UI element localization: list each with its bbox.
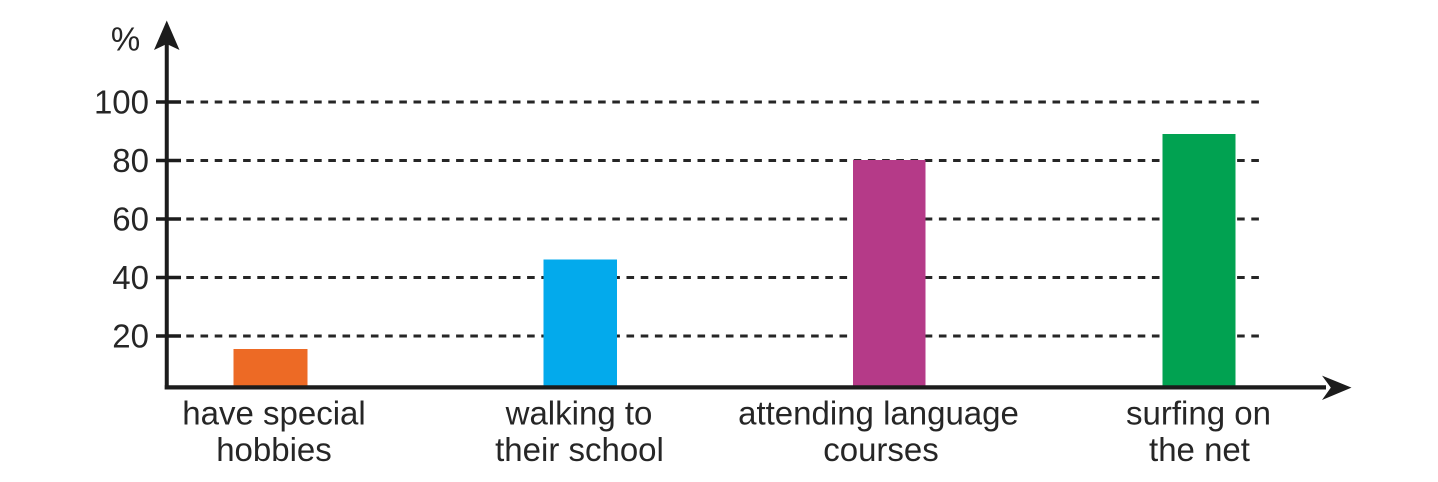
svg-text:20: 20 bbox=[112, 317, 149, 354]
svg-text:hobbies: hobbies bbox=[216, 431, 332, 468]
svg-text:60: 60 bbox=[112, 200, 149, 237]
svg-text:80: 80 bbox=[112, 142, 149, 179]
svg-text:the net: the net bbox=[1149, 431, 1250, 468]
svg-text:have special: have special bbox=[182, 395, 365, 432]
svg-text:100: 100 bbox=[94, 83, 149, 120]
svg-text:attending language: attending language bbox=[738, 395, 1019, 432]
svg-text:walking to: walking to bbox=[505, 395, 653, 432]
svg-text:their school: their school bbox=[495, 431, 664, 468]
svg-text:%: % bbox=[111, 21, 140, 58]
svg-text:surfing on: surfing on bbox=[1126, 395, 1271, 432]
svg-text:courses: courses bbox=[823, 431, 939, 468]
svg-text:40: 40 bbox=[112, 259, 149, 296]
